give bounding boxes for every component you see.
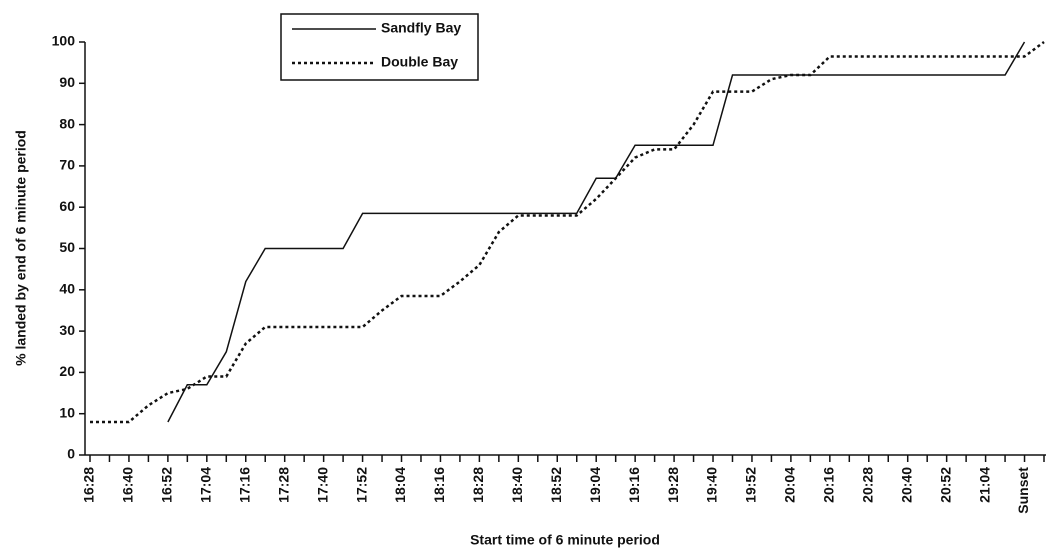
y-tick-label: 30 bbox=[59, 322, 75, 338]
y-tick-label: 50 bbox=[59, 239, 75, 255]
x-tick-label: 17:16 bbox=[236, 467, 252, 503]
x-tick-label: 21:04 bbox=[976, 467, 992, 503]
x-tick-label: Sunset bbox=[1015, 467, 1031, 514]
y-axis-label: % landed by end of 6 minute period bbox=[13, 130, 29, 366]
x-tick-label: 20:04 bbox=[782, 467, 798, 503]
x-tick-label: 16:28 bbox=[81, 467, 97, 503]
y-tick-label: 40 bbox=[59, 281, 75, 297]
x-tick-label: 19:16 bbox=[626, 467, 642, 503]
y-tick-label: 80 bbox=[59, 115, 75, 131]
x-tick-label: 20:52 bbox=[937, 467, 953, 503]
x-tick-label: 18:40 bbox=[509, 467, 525, 503]
x-tick-label: 18:04 bbox=[392, 467, 408, 503]
x-tick-label: 17:40 bbox=[314, 467, 330, 503]
x-tick-label: 17:52 bbox=[353, 467, 369, 503]
y-tick-label: 20 bbox=[59, 363, 75, 379]
data-line bbox=[167, 41, 1026, 423]
x-tick-label: 17:04 bbox=[198, 467, 214, 503]
x-tick-label: 18:28 bbox=[470, 467, 486, 503]
x-tick-label: 20:16 bbox=[821, 467, 837, 503]
legend-label: Double Bay bbox=[381, 54, 458, 70]
x-tick-label: 19:40 bbox=[704, 467, 720, 503]
data-line bbox=[90, 40, 1045, 424]
x-tick-label: 17:28 bbox=[275, 467, 291, 503]
x-tick-label: 20:28 bbox=[859, 467, 875, 503]
y-tick-label: 70 bbox=[59, 157, 75, 173]
y-tick-label: 0 bbox=[67, 446, 75, 462]
legend-box bbox=[280, 13, 479, 81]
x-tick-label: 19:28 bbox=[665, 467, 681, 503]
x-tick-label: 19:04 bbox=[587, 467, 603, 503]
legend-label: Sandfly Bay bbox=[381, 20, 461, 36]
x-axis-label: Start time of 6 minute period bbox=[470, 532, 660, 548]
y-tick-label: 60 bbox=[59, 198, 75, 214]
x-tick-label: 16:40 bbox=[120, 467, 136, 503]
y-tick-label: 10 bbox=[59, 404, 75, 420]
y-tick-label: 100 bbox=[52, 33, 76, 49]
x-tick-label: 19:52 bbox=[743, 467, 759, 503]
x-tick-label: 16:52 bbox=[159, 467, 175, 503]
x-tick-label: 20:40 bbox=[898, 467, 914, 503]
x-tick-label: 18:16 bbox=[431, 467, 447, 503]
y-tick-label: 90 bbox=[59, 74, 75, 90]
x-tick-label: 18:52 bbox=[548, 467, 564, 503]
